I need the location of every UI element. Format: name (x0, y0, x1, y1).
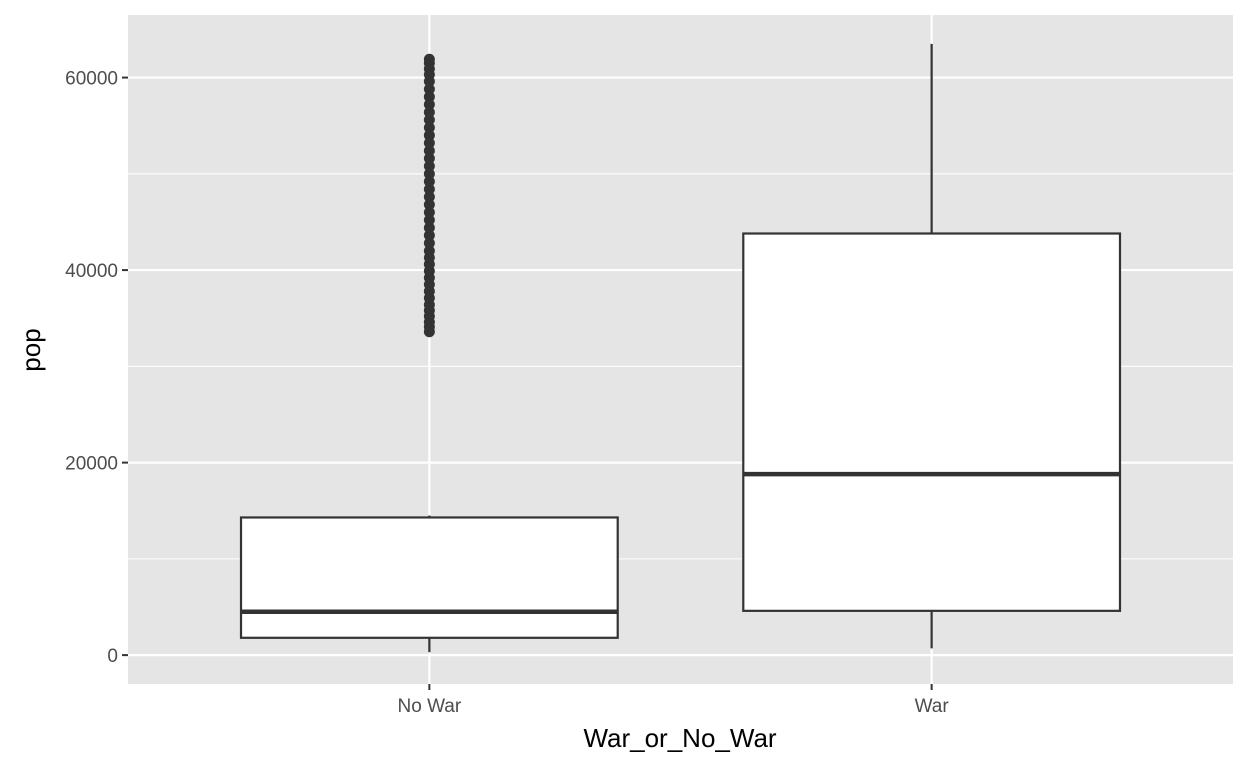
outlier-point (423, 160, 435, 172)
outlier-point (423, 145, 435, 157)
box-iqr (742, 232, 1122, 612)
outlier-point (423, 53, 435, 65)
outlier-point (423, 168, 435, 180)
x-axis-title: War_or_No_War (583, 723, 776, 753)
outlier-point (423, 206, 435, 218)
axes: 0 20000 40000 60000 No War War (65, 69, 949, 717)
outlier-point (423, 83, 435, 95)
outlier-point (423, 191, 435, 203)
outlier-point (423, 99, 435, 111)
outlier-point (423, 176, 435, 188)
boxplot-marks (239, 43, 1122, 653)
y-tick-label: 0 (107, 646, 118, 667)
outlier-point (423, 229, 435, 241)
outlier-point (423, 129, 435, 141)
x-tick-label: No War (398, 696, 462, 717)
outlier-point (423, 114, 435, 126)
y-tick-label: 40000 (65, 261, 118, 282)
box-war (742, 43, 1122, 649)
outlier-point (423, 122, 435, 134)
outlier-point (423, 237, 435, 249)
outlier-point (423, 137, 435, 149)
x-tick-label: War (915, 696, 950, 717)
outlier-point (423, 222, 435, 234)
box-no-war (239, 53, 619, 653)
box-iqr (239, 516, 619, 639)
y-tick-label: 60000 (65, 69, 118, 90)
outlier-point (423, 152, 435, 164)
outlier-point (423, 91, 435, 103)
outlier-point (423, 106, 435, 118)
outlier-point (423, 183, 435, 195)
y-tick-label: 20000 (65, 454, 118, 475)
outlier-point (423, 245, 435, 257)
outlier-point (423, 214, 435, 226)
outlier-point (423, 199, 435, 211)
y-axis-title: pop (16, 328, 46, 371)
